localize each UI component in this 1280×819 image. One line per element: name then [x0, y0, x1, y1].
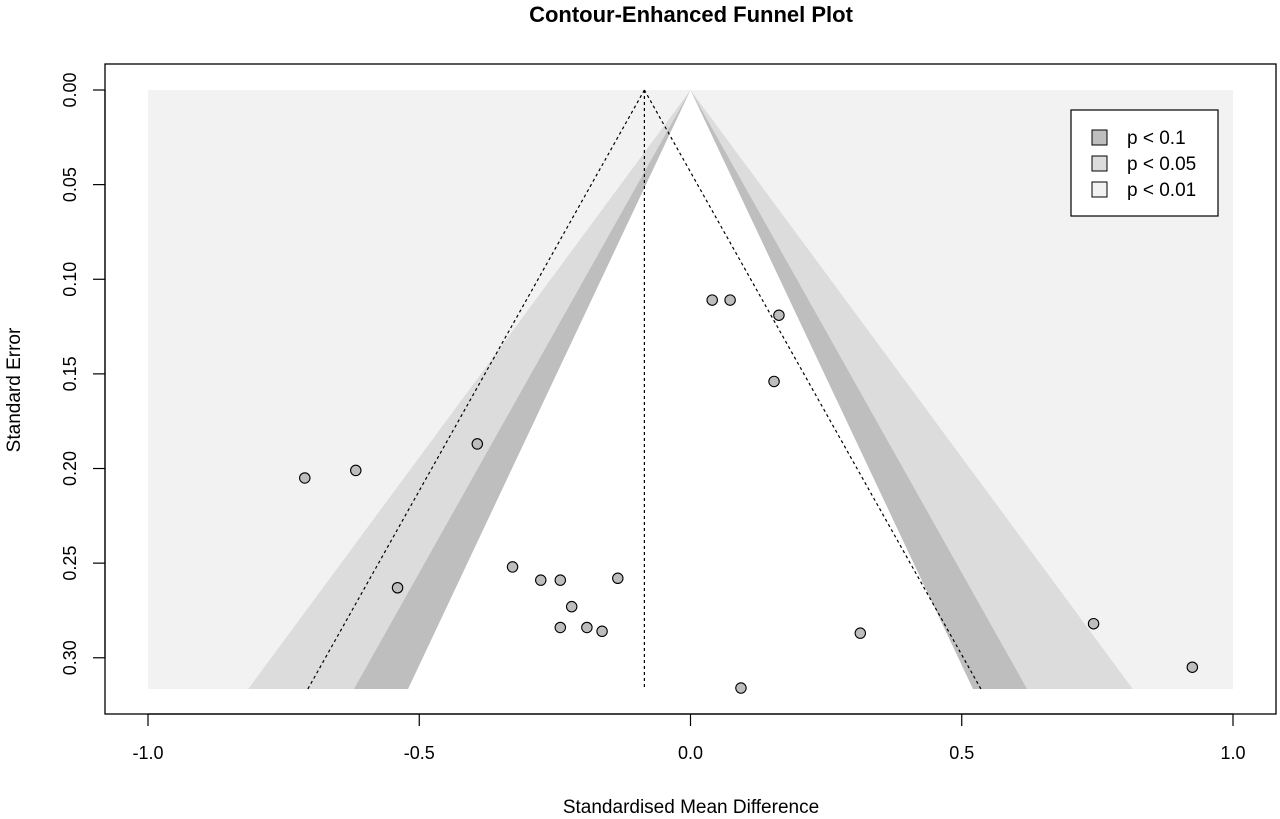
data-point [1087, 617, 1100, 630]
data-point [299, 472, 311, 484]
data-point [565, 600, 578, 613]
reference-lines [307, 89, 982, 690]
x-tick-label: 1.0 [1220, 743, 1245, 763]
data-point [554, 574, 567, 586]
data-point [724, 294, 736, 306]
legend-swatch [1091, 155, 1108, 172]
data-point [735, 682, 747, 694]
x-tick-label: -0.5 [404, 743, 435, 763]
legend: p < 0.1 p < 0.05 p < 0.01 [1070, 109, 1219, 217]
chart-title: Contour-Enhanced Funnel Plot [529, 2, 854, 27]
y-tick-label: 0.00 [60, 72, 80, 107]
data-point [350, 464, 362, 477]
x-tick-label: 0.5 [949, 743, 974, 763]
contour-regions [148, 90, 1233, 689]
y-tick-label: 0.15 [60, 356, 80, 391]
y-tick-label: 0.30 [60, 640, 80, 675]
y-tick-label: 0.10 [60, 262, 80, 297]
data-point [596, 625, 608, 638]
funnel-left-line [307, 89, 645, 690]
y-tick-label: 0.05 [60, 167, 80, 202]
data-point [506, 561, 519, 573]
data-point [768, 375, 780, 388]
legend-swatch [1091, 129, 1108, 146]
data-point [391, 581, 404, 594]
y-tick-label: 0.25 [60, 546, 80, 581]
x-tick-label: 0.0 [678, 743, 703, 763]
data-point [773, 309, 785, 321]
contour-region [408, 90, 973, 689]
x-axis: -1.0 -0.5 0.0 0.5 1.0 [132, 713, 1246, 763]
data-point [581, 621, 593, 634]
y-tick-label: 0.20 [60, 451, 80, 486]
study-points [299, 294, 1199, 694]
data-point [612, 572, 624, 585]
legend-label: p < 0.05 [1127, 154, 1196, 175]
data-point [706, 294, 718, 306]
funnel-right-line [643, 89, 982, 690]
data-point [854, 627, 867, 639]
y-axis: 0.00 0.05 0.10 0.15 0.20 0.25 0.30 [60, 72, 106, 675]
data-point [535, 574, 547, 586]
x-axis-label: Standardised Mean Difference [563, 797, 819, 818]
data-point [1186, 661, 1199, 673]
x-tick-label: -1.0 [132, 743, 163, 763]
y-axis-label: Standard Error [4, 327, 25, 452]
data-point [554, 621, 567, 634]
legend-label: p < 0.01 [1127, 180, 1196, 201]
legend-label: p < 0.1 [1127, 128, 1186, 149]
data-point [471, 438, 484, 450]
legend-swatch [1091, 181, 1108, 198]
